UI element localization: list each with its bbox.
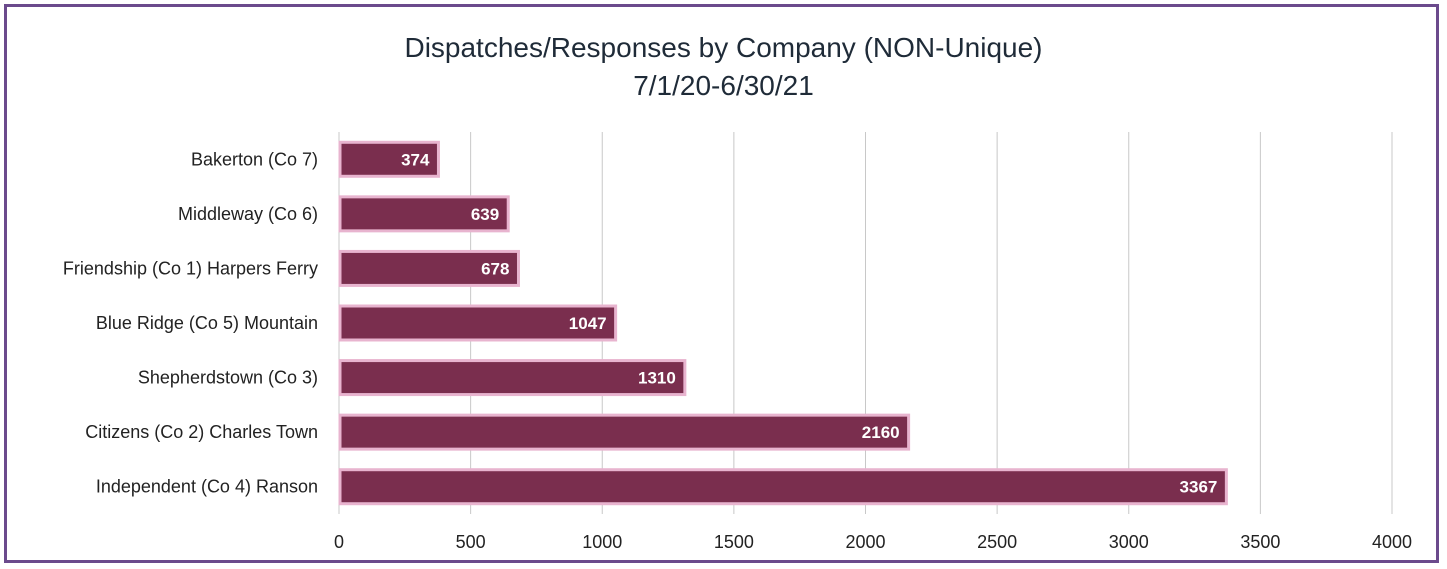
bar (338, 249, 520, 287)
bar (338, 195, 510, 233)
x-tick-label: 2000 (845, 532, 885, 552)
bar (338, 413, 911, 451)
category-label: Friendship (Co 1) Harpers Ferry (63, 258, 318, 278)
category-label: Bakerton (Co 7) (191, 149, 318, 169)
category-label: Independent (Co 4) Ranson (96, 477, 318, 497)
category-label: Citizens (Co 2) Charles Town (85, 422, 318, 442)
x-tick-label: 3000 (1109, 532, 1149, 552)
category-label: Shepherdstown (Co 3) (138, 368, 318, 388)
x-tick-label: 0 (334, 532, 344, 552)
x-tick-label: 4000 (1372, 532, 1412, 552)
category-label: Blue Ridge (Co 5) Mountain (96, 313, 318, 333)
data-label: 678 (481, 259, 509, 278)
data-label: 374 (401, 150, 430, 169)
data-label: 3367 (1180, 478, 1218, 497)
category-label: Middleway (Co 6) (178, 204, 318, 224)
data-label: 1047 (569, 314, 607, 333)
data-label: 639 (471, 205, 499, 224)
bar (338, 304, 618, 342)
data-label: 2160 (862, 423, 900, 442)
x-tick-label: 3500 (1240, 532, 1280, 552)
bar (338, 140, 440, 178)
chart-title: Dispatches/Responses by Company (NON-Uni… (404, 32, 1043, 63)
x-tick-label: 1000 (582, 532, 622, 552)
bar (338, 468, 1228, 506)
x-tick-label: 500 (456, 532, 486, 552)
chart-subtitle: 7/1/20-6/30/21 (633, 70, 814, 101)
data-label: 1310 (638, 369, 676, 388)
x-tick-label: 2500 (977, 532, 1017, 552)
x-tick-label: 1500 (714, 532, 754, 552)
bar (338, 359, 687, 397)
